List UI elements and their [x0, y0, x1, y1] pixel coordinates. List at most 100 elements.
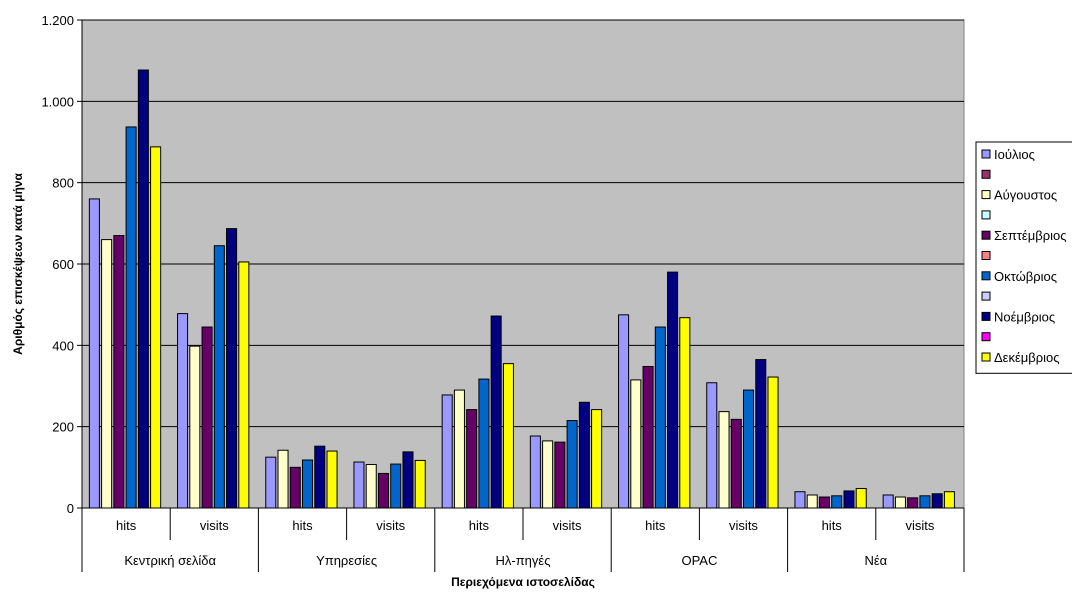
bar	[907, 497, 919, 509]
bar	[365, 463, 377, 509]
bar	[314, 445, 326, 509]
bars	[88, 69, 955, 509]
bar	[554, 441, 566, 509]
bar	[943, 491, 955, 509]
x-group-label: Υπηρεσίες	[316, 553, 377, 568]
bar	[441, 394, 453, 509]
x-group-label: Κεντρική σελίδα	[124, 553, 216, 568]
y-tick-label: 200	[52, 420, 74, 435]
y-axis: 0 200 400 600 800 1.000 1.200	[41, 13, 83, 516]
x-subcategory-label: hits	[822, 518, 843, 533]
bar	[414, 459, 426, 509]
bar	[88, 198, 100, 509]
legend-label: Δεκέμβριος	[994, 350, 1060, 365]
bar	[377, 472, 389, 509]
legend-swatch	[981, 352, 991, 362]
legend-label: Οκτώβριος	[994, 269, 1057, 284]
bar	[831, 495, 843, 509]
bar	[882, 494, 894, 509]
bar	[177, 313, 189, 509]
x-subcategory-label: hits	[116, 518, 137, 533]
legend-swatch	[981, 169, 991, 179]
bar	[818, 496, 830, 509]
legend-swatch	[981, 291, 991, 301]
bar	[390, 463, 402, 509]
x-subcategory-label: visits	[729, 518, 758, 533]
bar	[466, 409, 478, 509]
bar	[137, 69, 149, 509]
bar	[667, 271, 679, 509]
bar	[302, 459, 314, 509]
x-group-label: Ηλ-πηγές	[496, 553, 551, 568]
x-subcategory-label: hits	[469, 518, 490, 533]
bar	[189, 345, 201, 509]
bar	[213, 245, 225, 509]
legend-swatch	[981, 251, 991, 260]
legend-swatch	[981, 149, 991, 159]
y-tick-label: 1.000	[41, 94, 74, 109]
legend-label: Ιούλιος	[994, 147, 1035, 162]
bar	[529, 435, 541, 509]
y-tick-label: 1.200	[41, 13, 74, 28]
bar	[654, 326, 666, 509]
legend-swatch	[981, 332, 991, 342]
bar	[490, 315, 502, 509]
bar	[578, 401, 590, 509]
x-subcategory-label: visits	[376, 518, 405, 533]
x-subcategory-label: hits	[645, 518, 666, 533]
bar	[326, 450, 338, 509]
bar	[718, 411, 730, 509]
y-axis-title: Αριθμός επισκέψεων κατά μήνα	[11, 173, 25, 355]
bar	[402, 451, 414, 509]
y-tick-label: 600	[52, 257, 74, 272]
bar	[150, 146, 162, 509]
bar	[238, 261, 250, 509]
bar	[277, 449, 289, 509]
bar	[113, 235, 125, 509]
bar	[566, 420, 578, 509]
bar	[806, 494, 818, 509]
bar	[478, 378, 490, 509]
bar	[453, 389, 465, 509]
legend-box	[975, 141, 1072, 374]
bar	[618, 314, 630, 509]
legend-label: Αύγουστος	[994, 188, 1057, 203]
legend-label: Νοέμβριος	[994, 309, 1055, 324]
legend-label: Σεπτέμβριος	[994, 228, 1066, 243]
bar	[642, 365, 654, 509]
bar	[226, 228, 238, 509]
bar	[931, 493, 943, 509]
legend: Ιούλιος Αύγουστος Σεπτέμβριος Οκτώβριος Νοέμ…	[975, 141, 1072, 374]
bar	[630, 379, 642, 509]
x-subcategory-label: visits	[200, 518, 229, 533]
bar	[767, 376, 779, 509]
bar	[919, 495, 931, 509]
bar	[353, 461, 365, 509]
x-group-label: Νέα	[864, 553, 887, 568]
legend-swatch	[981, 271, 991, 281]
y-tick-label: 0	[67, 501, 74, 516]
bar	[502, 363, 514, 509]
x-axis-title: Περιεχόμενα ιστοσελίδας	[451, 575, 595, 589]
bar	[101, 239, 113, 509]
y-tick-label: 800	[52, 176, 74, 191]
bar	[855, 487, 867, 509]
x-subcategory-label: visits	[553, 518, 582, 533]
bar	[706, 382, 718, 509]
bar	[894, 496, 906, 509]
bar	[265, 456, 277, 509]
bar	[591, 409, 603, 509]
legend-swatch	[981, 190, 991, 200]
legend-swatch	[981, 210, 991, 220]
legend-swatch	[981, 311, 991, 321]
bar	[730, 418, 742, 509]
y-tick-label: 400	[52, 338, 74, 353]
bar	[201, 326, 213, 509]
x-subcategory-label: visits	[905, 518, 934, 533]
bar	[679, 317, 691, 509]
bar	[743, 389, 755, 509]
x-subcategory-label: hits	[292, 518, 313, 533]
x-group-label: OPAC	[681, 553, 717, 568]
